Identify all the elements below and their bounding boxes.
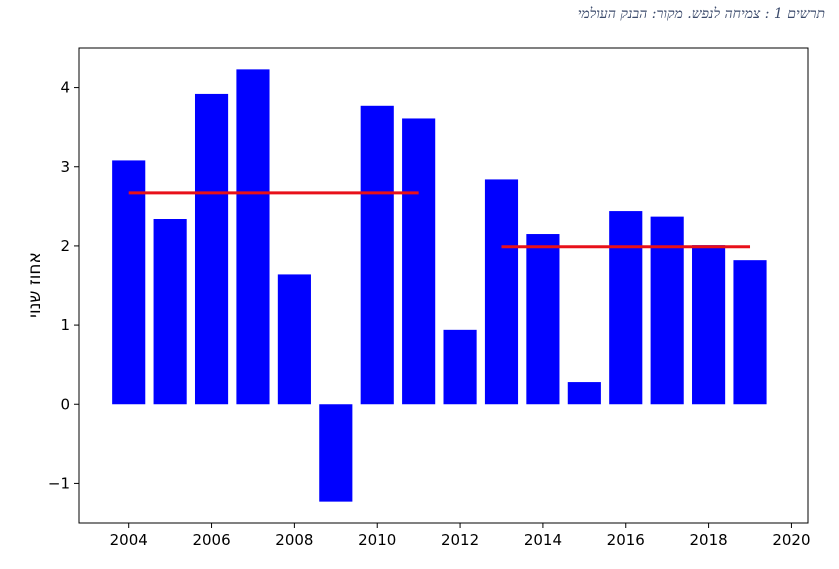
- x-tick-label: 2006: [192, 531, 230, 549]
- y-tick-label: 3: [60, 158, 70, 176]
- bar-2017: [650, 216, 684, 405]
- bar-2009: [319, 404, 353, 502]
- y-tick-label: 1: [60, 316, 70, 334]
- y-tick-label: 2: [60, 237, 70, 255]
- bar-2010: [360, 105, 394, 405]
- average-lines-group: [128, 191, 751, 249]
- bar-2006: [194, 93, 229, 405]
- y-tick-label: 4: [60, 79, 70, 97]
- x-tick-label: 2020: [772, 531, 810, 549]
- x-tick-label: 2012: [441, 531, 479, 549]
- y-tick-label: −1: [48, 474, 70, 492]
- bar-2018: [692, 245, 726, 405]
- x-tick-label: 2010: [358, 531, 396, 549]
- bar-2016: [609, 211, 643, 405]
- x-tick-label: 2008: [275, 531, 313, 549]
- bar-2004: [112, 160, 146, 405]
- x-tick-label: 2016: [607, 531, 645, 549]
- x-axis-ticks: 2004 2006 2008 2010 2012 2014 2016 2018 2020: [110, 523, 811, 549]
- bar-2014: [526, 234, 560, 405]
- bar-2007: [236, 69, 270, 405]
- figure-caption: תרשים 1 : צמיחה לנפש. מקור: הבנק העולמי: [577, 6, 825, 22]
- x-tick-label: 2014: [524, 531, 562, 549]
- bar-2011: [402, 118, 436, 405]
- x-tick-label: 2004: [110, 531, 148, 549]
- bar-2015: [567, 382, 601, 405]
- bar-2005: [153, 219, 187, 405]
- y-axis-label: אחוז שנוי: [25, 252, 45, 318]
- y-tick-label: 0: [60, 395, 70, 413]
- bar-2013: [484, 179, 519, 405]
- bar-2008: [277, 274, 311, 405]
- bar-2012: [443, 329, 477, 405]
- y-axis-ticks: −1 0 1 2 3 4: [48, 79, 79, 492]
- x-tick-label: 2018: [689, 531, 727, 549]
- bar-2019: [733, 260, 767, 405]
